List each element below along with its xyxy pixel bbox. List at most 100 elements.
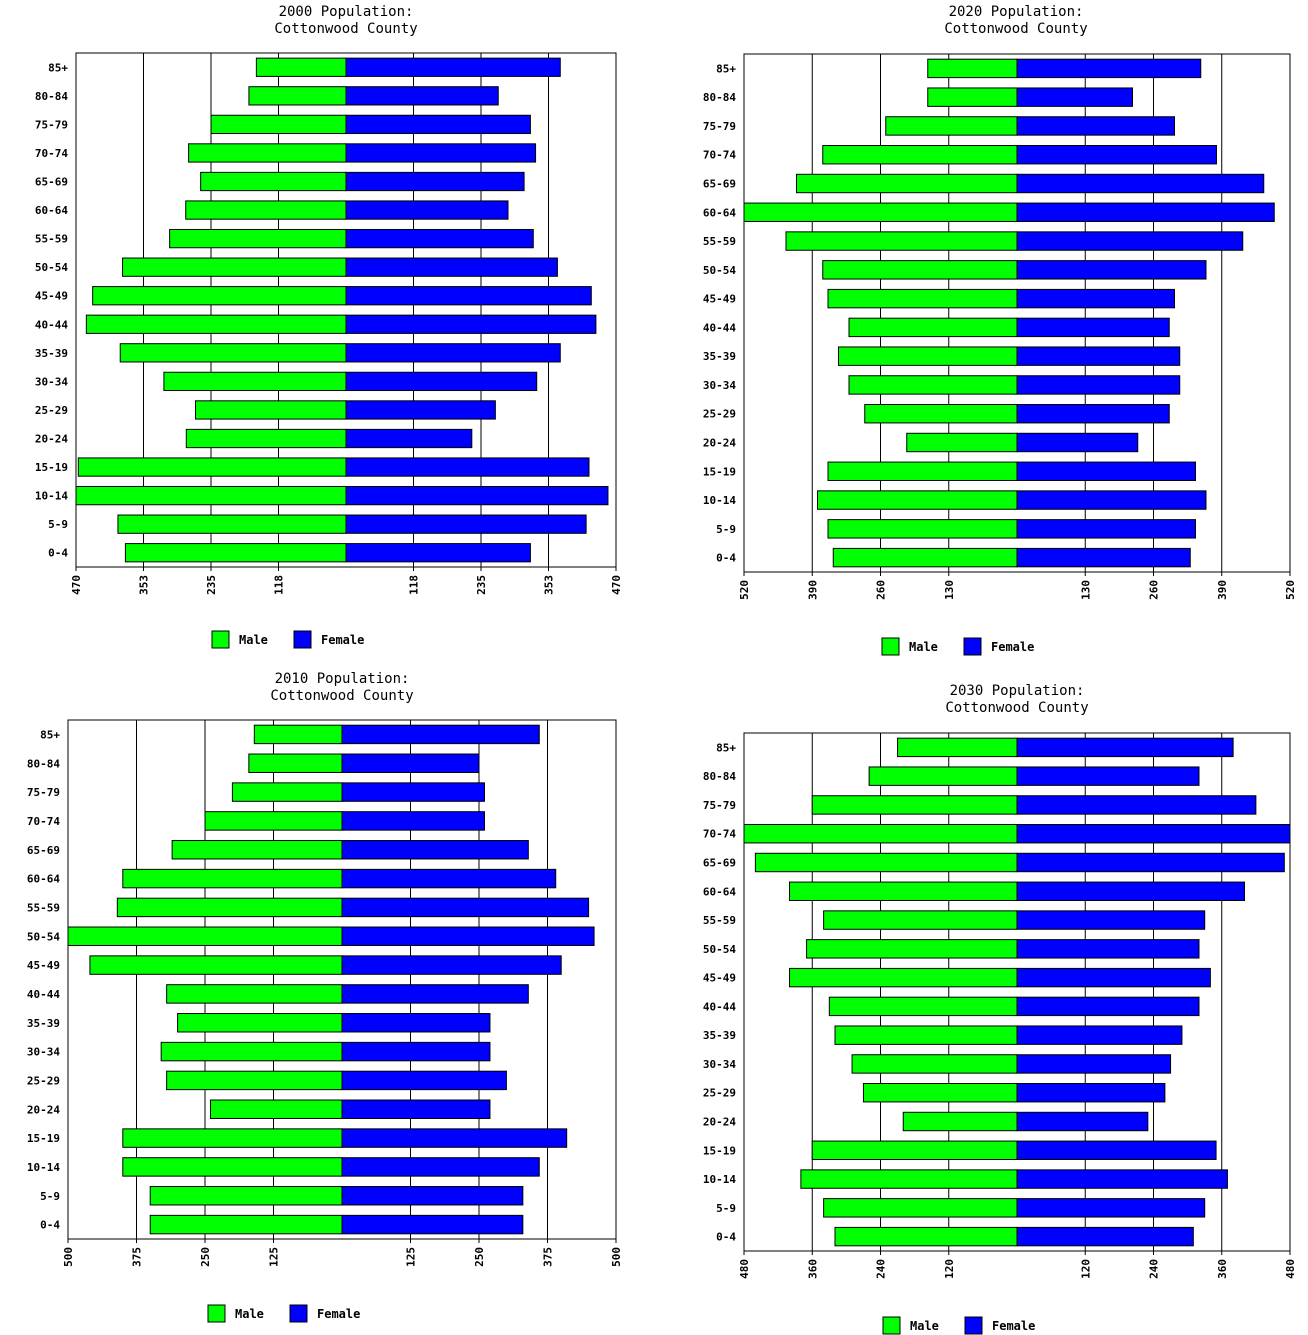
age-group-label: 65-69 — [27, 844, 60, 857]
male-bar-60-64 — [789, 881, 1018, 901]
female-bar-85+ — [341, 724, 540, 745]
age-group-label: 55-59 — [703, 914, 736, 927]
chart-subtitle: Cottonwood County — [945, 700, 1088, 716]
age-group-label: 0-4 — [48, 547, 68, 560]
female-bar-40-44 — [345, 314, 597, 334]
age-group-label: 15-19 — [703, 465, 736, 478]
male-bar-85+ — [253, 724, 343, 745]
female-bar-40-44 — [1016, 996, 1200, 1017]
x-tick-label: 353 — [543, 575, 556, 595]
legend: Male Female — [881, 637, 1034, 656]
age-group-label: 10-14 — [703, 1173, 736, 1186]
x-tick-label: 520 — [738, 580, 751, 600]
female-bar-0-4 — [1016, 1226, 1194, 1247]
female-bar-25-29 — [341, 1070, 507, 1091]
female-bar-80-84 — [1016, 87, 1133, 107]
male-bar-0-4 — [834, 1226, 1018, 1247]
age-group-label: 20-24 — [35, 433, 68, 446]
male-bar-50-54 — [822, 260, 1018, 280]
male-bar-25-29 — [194, 400, 347, 420]
age-group-label: 5-9 — [48, 518, 68, 531]
female-bar-60-64 — [1016, 202, 1275, 222]
age-group-label: 30-34 — [703, 1058, 736, 1071]
age-group-label: 75-79 — [27, 786, 60, 799]
age-group-label: 50-54 — [703, 264, 736, 277]
age-group-label: 60-64 — [703, 206, 736, 219]
x-tick-label: 240 — [1148, 1259, 1161, 1279]
female-bar-60-64 — [1016, 881, 1245, 901]
male-bar-5-9 — [827, 519, 1018, 539]
male-bar-40-44 — [166, 984, 343, 1004]
legend-male-swatch — [882, 1316, 901, 1335]
male-bar-70-74 — [743, 824, 1018, 844]
male-bar-40-44 — [828, 996, 1018, 1017]
age-group-label: 25-29 — [703, 1087, 736, 1100]
female-bar-50-54 — [341, 926, 595, 946]
female-bar-0-4 — [341, 1214, 524, 1235]
male-bar-65-69 — [754, 852, 1018, 873]
female-bar-15-19 — [341, 1128, 568, 1148]
female-bar-80-84 — [345, 86, 499, 106]
age-group-label: 85+ — [48, 61, 68, 74]
x-tick-label: 118 — [273, 575, 286, 595]
male-bar-60-64 — [122, 868, 343, 889]
chart-title: 2030 Population: — [950, 683, 1085, 699]
female-bar-75-79 — [1016, 795, 1257, 815]
age-group-label: 70-74 — [35, 147, 68, 160]
x-tick-label: 500 — [62, 1247, 75, 1267]
legend-female-swatch — [293, 630, 312, 649]
female-bar-45-49 — [345, 286, 592, 306]
female-bar-80-84 — [1016, 766, 1200, 786]
age-group-label: 0-4 — [716, 552, 736, 565]
x-tick-label: 375 — [542, 1247, 555, 1267]
legend-male-swatch — [211, 630, 230, 649]
legend-male-label: Male — [235, 1307, 264, 1321]
age-group-label: 60-64 — [35, 204, 68, 217]
female-bar-75-79 — [341, 782, 485, 802]
female-bar-75-79 — [345, 114, 531, 135]
pyramid-chart-3: 2030 Population:Cottonwood County 85+ 80-8… — [703, 683, 1297, 1335]
male-bar-15-19 — [827, 461, 1018, 481]
female-bar-55-59 — [341, 897, 590, 918]
female-bar-75-79 — [1016, 116, 1175, 136]
age-group-label: 35-39 — [27, 1017, 60, 1030]
age-group-label: 5-9 — [40, 1190, 60, 1203]
female-bar-30-34 — [1016, 1054, 1172, 1074]
male-bar-55-59 — [823, 910, 1018, 930]
chart-subtitle: Cottonwood County — [274, 21, 417, 37]
age-group-label: 60-64 — [27, 873, 60, 886]
x-tick-label: 250 — [199, 1247, 212, 1267]
x-tick-label: 480 — [738, 1259, 751, 1279]
age-group-label: 30-34 — [27, 1046, 60, 1059]
legend-female-label: Female — [321, 633, 364, 647]
x-tick-label: 260 — [1148, 580, 1161, 600]
age-group-label: 45-49 — [35, 290, 68, 303]
pyramid-chart-0: 2000 Population:Cottonwood County 85+ 80-8… — [35, 4, 623, 649]
age-group-label: 80-84 — [27, 757, 60, 770]
female-bar-0-4 — [345, 543, 531, 563]
female-bar-60-64 — [341, 868, 557, 889]
female-bar-35-39 — [345, 343, 561, 363]
x-tick-label: 235 — [205, 575, 218, 595]
female-bar-45-49 — [1016, 288, 1175, 309]
female-bar-70-74 — [341, 811, 485, 831]
age-group-label: 30-34 — [703, 379, 736, 392]
x-tick-label: 390 — [1216, 580, 1229, 600]
female-bar-5-9 — [1016, 1198, 1206, 1218]
female-bar-30-34 — [345, 371, 538, 392]
female-bar-10-14 — [1016, 1169, 1228, 1189]
legend: Male Female — [211, 630, 364, 649]
age-group-label: 80-84 — [35, 90, 68, 103]
age-group-label: 70-74 — [703, 828, 736, 841]
age-group-label: 55-59 — [703, 235, 736, 248]
age-group-label: 60-64 — [703, 885, 736, 898]
female-bar-15-19 — [345, 457, 590, 477]
age-group-label: 20-24 — [703, 1116, 736, 1129]
male-bar-20-24 — [902, 1111, 1018, 1132]
female-bar-35-39 — [1016, 1025, 1183, 1045]
female-bar-85+ — [345, 57, 561, 77]
female-bar-70-74 — [1016, 824, 1291, 844]
female-bar-10-14 — [1016, 490, 1207, 510]
male-bar-70-74 — [204, 811, 343, 831]
